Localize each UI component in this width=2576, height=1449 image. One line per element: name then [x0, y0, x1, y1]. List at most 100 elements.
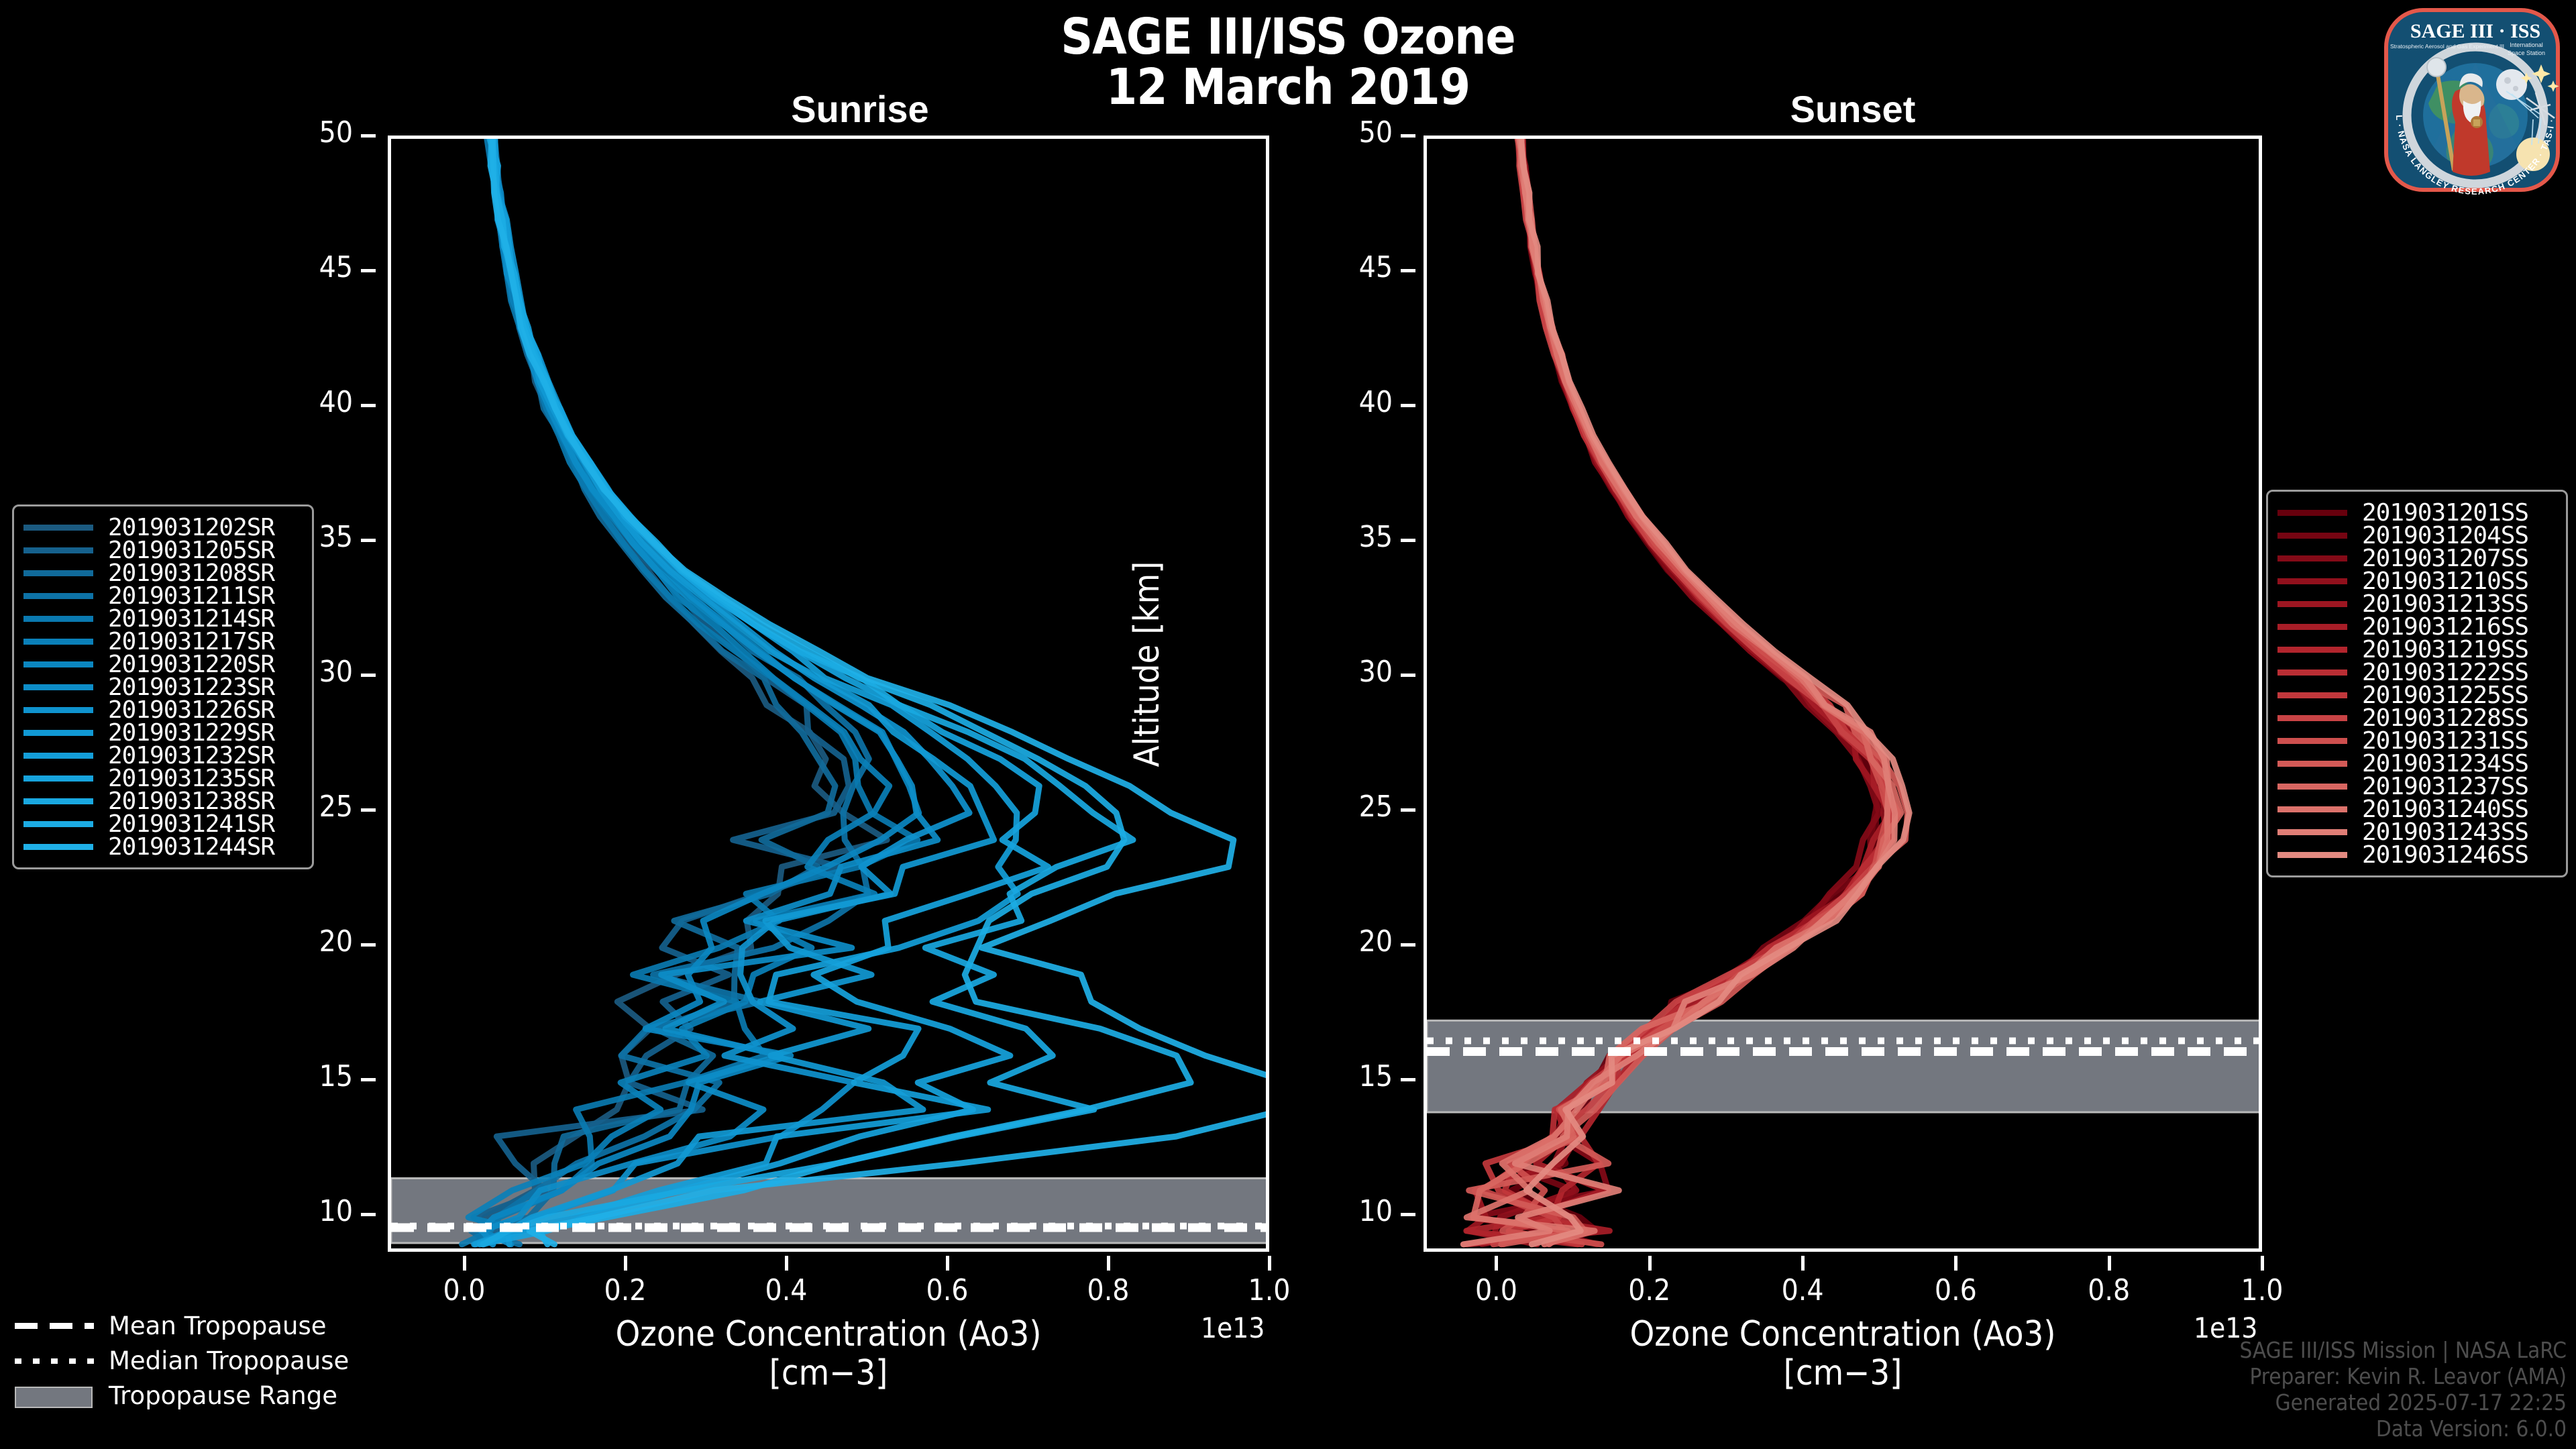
mean-tropopause-label: Mean Tropopause: [109, 1311, 327, 1340]
x-tick-label-0.0: 0.0: [443, 1273, 486, 1307]
sunrise-plot-area: [388, 136, 1269, 1252]
legend-item-2019031220sr[interactable]: 2019031220SR: [23, 650, 300, 678]
legend-color-swatch-icon: [2277, 669, 2347, 676]
ozone-profile-line: [476, 139, 1052, 1248]
legend-item-2019031202sr[interactable]: 2019031202SR: [23, 514, 300, 541]
legend-item-label: 2019031213SS: [2362, 590, 2529, 618]
credit-line-3: Generated 2025-07-17 22:25: [2275, 1389, 2567, 1416]
y-tick-label-50: 50: [319, 115, 353, 150]
x-tick-mark: [785, 1256, 788, 1271]
legend-color-swatch-icon: [2277, 555, 2347, 561]
legend-item-label: 2019031234SS: [2362, 749, 2529, 777]
legend-item-2019031244sr[interactable]: 2019031244SR: [23, 833, 300, 861]
legend-color-swatch-icon: [23, 615, 93, 622]
sunrise-events-legend[interactable]: 2019031202SR 2019031205SR 2019031208SR 2019…: [12, 504, 314, 869]
legend-item-2019031214sr[interactable]: 2019031214SR: [23, 605, 300, 633]
legend-item-2019031201ss[interactable]: 2019031201SS: [2277, 499, 2554, 527]
legend-item-2019031238sr[interactable]: 2019031238SR: [23, 788, 300, 815]
legend-item-median-tropopause[interactable]: Median Tropopause: [15, 1343, 377, 1378]
legend-item-tropopause-range[interactable]: Tropopause Range: [15, 1378, 377, 1413]
legend-item-2019031208sr[interactable]: 2019031208SR: [23, 559, 300, 587]
legend-item-2019031237ss[interactable]: 2019031237SS: [2277, 773, 2554, 800]
y-tick-mark: [361, 1077, 376, 1081]
legend-item-2019031205sr[interactable]: 2019031205SR: [23, 536, 300, 564]
legend-item-2019031228ss[interactable]: 2019031228SS: [2277, 704, 2554, 732]
legend-item-2019031226sr[interactable]: 2019031226SR: [23, 696, 300, 724]
legend-item-2019031204ss[interactable]: 2019031204SS: [2277, 522, 2554, 549]
legend-item-2019031216ss[interactable]: 2019031216SS: [2277, 613, 2554, 641]
dashed-line-icon: [15, 1316, 94, 1336]
x-tick-mark: [2261, 1256, 2264, 1271]
legend-item-label: 2019031205SR: [108, 536, 275, 564]
legend-item-label: 2019031235SR: [108, 764, 275, 792]
sunrise-x-axis-ticks: 0.0 0.2 0.4 0.6 0.8 1.0: [388, 1256, 1290, 1307]
legend-color-swatch-icon: [2277, 692, 2347, 698]
legend-item-label: 2019031222SS: [2362, 658, 2529, 686]
legend-item-label: 2019031207SS: [2362, 544, 2529, 572]
legend-item-2019031223sr[interactable]: 2019031223SR: [23, 674, 300, 701]
legend-color-swatch-icon: [2277, 714, 2347, 721]
sunset-events-legend[interactable]: 2019031201SS 2019031204SS 2019031207SS 2019…: [2266, 490, 2568, 877]
legend-item-2019031210ss[interactable]: 2019031210SS: [2277, 568, 2554, 595]
legend-item-2019031219ss[interactable]: 2019031219SS: [2277, 636, 2554, 663]
y-tick-label-10: 10: [319, 1193, 353, 1228]
legend-item-2019031232sr[interactable]: 2019031232SR: [23, 742, 300, 769]
logo-subtitle-right-2: Space Station: [2508, 50, 2545, 56]
legend-item-2019031222ss[interactable]: 2019031222SS: [2277, 658, 2554, 686]
legend-item-label: 2019031241SR: [108, 810, 275, 838]
legend-item-2019031241sr[interactable]: 2019031241SR: [23, 810, 300, 838]
legend-item-2019031229sr[interactable]: 2019031229SR: [23, 719, 300, 747]
legend-color-swatch-icon: [2277, 828, 2347, 835]
legend-item-2019031213ss[interactable]: 2019031213SS: [2277, 590, 2554, 618]
credits-block: SAGE III/ISS Mission | NASA LaRC Preparer…: [2239, 1337, 2567, 1442]
panel-title-sunset: Sunset: [1790, 88, 1916, 130]
legend-color-swatch-icon: [23, 706, 93, 713]
legend-item-2019031207ss[interactable]: 2019031207SS: [2277, 544, 2554, 572]
legend-color-swatch-icon: [23, 843, 93, 850]
legend-item-2019031240ss[interactable]: 2019031240SS: [2277, 796, 2554, 823]
sunrise-y-axis-ticks: 50 45 40 35 30 25 20 15 10: [268, 115, 376, 1252]
sunset-y-axis-ticks: 50 45 40 35 30 25 20 15 10: [1308, 115, 1415, 1252]
sunset-x-axis-ticks: 0.0 0.2 0.4 0.6 0.8 1.0: [1424, 1256, 2283, 1307]
legend-color-swatch-icon: [23, 820, 93, 827]
legend-item-label: 2019031217SR: [108, 627, 275, 655]
legend-item-2019031246ss[interactable]: 2019031246SS: [2277, 841, 2554, 869]
y-tick-label-40: 40: [319, 384, 353, 419]
legend-color-swatch-icon: [23, 570, 93, 576]
sunrise-x-axis-label: Ozone Concentration (Ao3) [cm−3]: [388, 1315, 1269, 1393]
legend-color-swatch-icon: [23, 661, 93, 667]
x-axis-label-line-2: [cm−3]: [769, 1353, 888, 1394]
legend-item-2019031231ss[interactable]: 2019031231SS: [2277, 727, 2554, 755]
tropopause-range-label: Tropopause Range: [109, 1381, 338, 1410]
legend-item-2019031234ss[interactable]: 2019031234SS: [2277, 749, 2554, 777]
legend-item-2019031217sr[interactable]: 2019031217SR: [23, 627, 300, 655]
x-tick-mark: [1801, 1256, 1805, 1271]
x-tick-label-0.2: 0.2: [604, 1273, 647, 1307]
x-axis-label-line-1-right: Ozone Concentration (Ao3): [1629, 1314, 2056, 1354]
legend-item-2019031225ss[interactable]: 2019031225SS: [2277, 682, 2554, 709]
logo-title: SAGE III · ISS: [2410, 20, 2540, 42]
x-tick-mark: [1107, 1256, 1110, 1271]
y-tick-mark: [1401, 268, 1415, 272]
legend-item-label: 2019031243SS: [2362, 818, 2529, 846]
median-tropopause-label: Median Tropopause: [109, 1346, 350, 1375]
tropopause-legend: Mean Tropopause Median Tropopause Tropop…: [15, 1308, 377, 1413]
logo-subtitle-right-1: International: [2510, 42, 2543, 48]
legend-color-swatch-icon: [2277, 623, 2347, 630]
legend-item-2019031211sr[interactable]: 2019031211SR: [23, 582, 300, 610]
dotted-line-icon: [15, 1350, 94, 1371]
legend-color-swatch-icon: [23, 524, 93, 531]
legend-item-label: 2019031228SS: [2362, 704, 2529, 732]
y-tick-mark: [1401, 673, 1415, 677]
legend-item-label: 2019031220SR: [108, 650, 275, 678]
y-tick-label-35: 35: [1358, 519, 1393, 554]
legend-item-mean-tropopause[interactable]: Mean Tropopause: [15, 1308, 377, 1343]
legend-item-2019031243ss[interactable]: 2019031243SS: [2277, 818, 2554, 846]
legend-color-swatch-icon: [2277, 578, 2347, 584]
x-tick-label-0.4: 0.4: [765, 1273, 808, 1307]
legend-item-label: 2019031211SR: [108, 582, 275, 610]
legend-item-2019031235sr[interactable]: 2019031235SR: [23, 764, 300, 792]
credit-line-1: SAGE III/ISS Mission | NASA LaRC: [2239, 1337, 2567, 1364]
x-tick-label-0.4: 0.4: [1781, 1273, 1824, 1307]
legend-color-swatch-icon: [2277, 600, 2347, 607]
